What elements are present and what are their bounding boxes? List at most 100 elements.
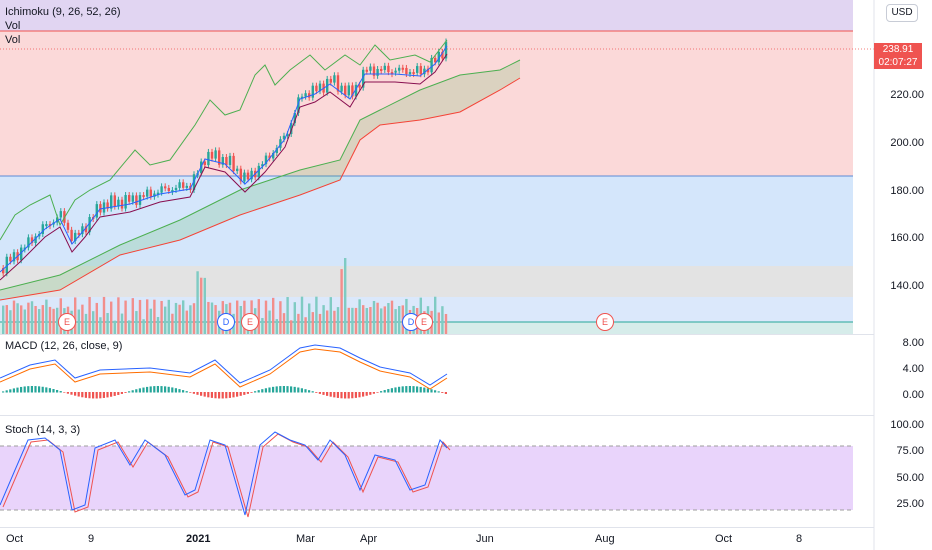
candle bbox=[398, 67, 401, 71]
candle bbox=[120, 199, 124, 209]
volume-bar bbox=[236, 300, 239, 334]
volume-bar bbox=[135, 311, 138, 334]
macd-histogram-bar bbox=[225, 392, 228, 399]
volume-bar bbox=[394, 309, 397, 334]
candle bbox=[146, 189, 149, 197]
candle bbox=[264, 155, 268, 165]
candle bbox=[174, 187, 178, 191]
volume-bar bbox=[441, 306, 444, 334]
macd-histogram-bar bbox=[92, 392, 95, 399]
candle bbox=[138, 195, 142, 205]
vol-legend-2[interactable]: Vol bbox=[5, 34, 21, 46]
macd-histogram-bar bbox=[189, 392, 192, 393]
candle bbox=[383, 65, 386, 70]
macd-histogram-bar bbox=[12, 388, 15, 393]
macd-histogram-bar bbox=[329, 392, 332, 397]
volume-bar bbox=[99, 317, 102, 334]
macd-histogram-bar bbox=[394, 387, 397, 393]
candle bbox=[351, 85, 354, 97]
candle bbox=[426, 68, 430, 73]
volume-bar bbox=[189, 305, 192, 334]
macd-histogram-bar bbox=[293, 386, 296, 393]
candle bbox=[171, 190, 174, 193]
macd-histogram-bar bbox=[110, 392, 113, 397]
candle bbox=[412, 72, 415, 75]
macd-histogram-bar bbox=[254, 391, 257, 393]
candle bbox=[77, 232, 80, 235]
candle bbox=[142, 195, 145, 198]
macd-histogram-bar bbox=[34, 386, 37, 393]
macd-histogram-bar bbox=[434, 390, 437, 393]
volume-bar bbox=[160, 300, 163, 334]
currency-button[interactable]: USD bbox=[886, 4, 918, 22]
candle bbox=[203, 161, 206, 166]
macd-histogram-bar bbox=[362, 392, 365, 397]
candle bbox=[225, 157, 228, 165]
volume-bar bbox=[34, 306, 37, 334]
candle bbox=[88, 217, 91, 233]
volume-bar bbox=[329, 297, 332, 334]
candle bbox=[279, 139, 282, 148]
volume-bar bbox=[20, 305, 23, 334]
candle bbox=[214, 150, 217, 159]
ichimoku-legend[interactable]: Ichimoku (9, 26, 52, 26) bbox=[5, 6, 121, 18]
stoch-tick: 50.00 bbox=[896, 472, 924, 484]
macd-histogram-bar bbox=[117, 392, 120, 395]
macd-histogram-bar bbox=[88, 392, 91, 399]
volume-bar bbox=[380, 308, 383, 334]
volume-bar bbox=[347, 307, 350, 334]
macd-histogram-bar bbox=[81, 392, 84, 398]
volume-bar bbox=[239, 305, 242, 334]
stoch-legend[interactable]: Stoch (14, 3, 3) bbox=[5, 424, 81, 436]
candle bbox=[27, 237, 30, 248]
volume-bar bbox=[106, 312, 109, 334]
macd-legend[interactable]: MACD (12, 26, close, 9) bbox=[5, 340, 123, 352]
macd-histogram-bar bbox=[308, 390, 311, 393]
price-tick: 160.00 bbox=[890, 232, 924, 244]
price-tick: 220.00 bbox=[890, 89, 924, 101]
macd-histogram-bar bbox=[437, 391, 440, 393]
macd-line bbox=[0, 344, 448, 386]
candle bbox=[30, 237, 34, 244]
candle bbox=[354, 84, 358, 97]
candle bbox=[124, 195, 127, 209]
earnings-event-marker[interactable]: E bbox=[58, 313, 76, 331]
candle bbox=[110, 195, 113, 209]
candle bbox=[164, 186, 167, 189]
earnings-event-marker[interactable]: E bbox=[596, 313, 614, 331]
macd-histogram-bar bbox=[412, 386, 415, 393]
macd-histogram-bar bbox=[128, 391, 131, 393]
earnings-event-marker[interactable]: E bbox=[415, 313, 433, 331]
macd-histogram-bar bbox=[196, 392, 199, 395]
dividend-event-marker[interactable]: D bbox=[217, 313, 235, 331]
price-tick: 180.00 bbox=[890, 185, 924, 197]
candle bbox=[401, 67, 404, 70]
macd-histogram-bar bbox=[95, 392, 98, 399]
macd-histogram-bar bbox=[160, 386, 163, 393]
macd-histogram-bar bbox=[70, 392, 73, 395]
volume-bar bbox=[131, 298, 134, 334]
price-tick: 140.00 bbox=[890, 280, 924, 292]
macd-histogram-bar bbox=[344, 392, 347, 399]
macd-histogram-bar bbox=[23, 386, 26, 393]
volume-bar bbox=[2, 305, 5, 334]
candle bbox=[56, 217, 59, 223]
macd-histogram-bar bbox=[5, 390, 8, 393]
candle bbox=[441, 51, 444, 59]
macd-histogram-bar bbox=[340, 392, 343, 399]
macd-histogram-bar bbox=[146, 386, 149, 393]
macd-histogram-bar bbox=[131, 390, 134, 393]
macd-histogram-bar bbox=[272, 386, 275, 393]
candle bbox=[275, 147, 278, 154]
macd-histogram-bar bbox=[200, 392, 203, 396]
candle bbox=[5, 256, 8, 274]
vol-legend[interactable]: Vol bbox=[5, 20, 21, 32]
candle bbox=[178, 182, 181, 188]
macd-histogram-bar bbox=[398, 386, 401, 393]
time-tick: Aug bbox=[595, 533, 615, 545]
volume-bar bbox=[390, 300, 394, 334]
candle bbox=[131, 195, 134, 202]
earnings-event-marker[interactable]: E bbox=[241, 313, 259, 331]
signal-line bbox=[0, 348, 448, 390]
